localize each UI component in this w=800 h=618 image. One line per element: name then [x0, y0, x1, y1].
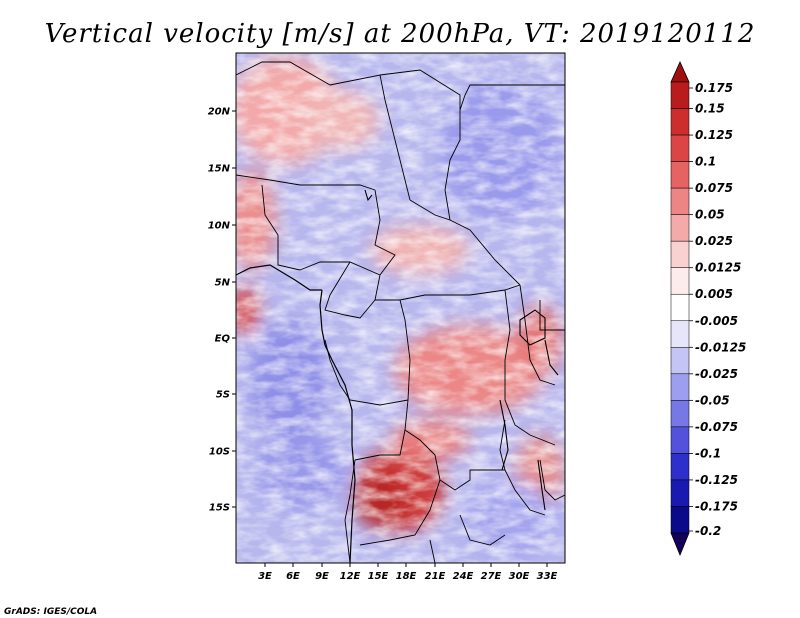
x-tick-label: 33E [537, 571, 558, 582]
x-tick-label: 30E [509, 571, 530, 582]
colorbar-top-arrow [670, 61, 690, 83]
country-borders [236, 61, 565, 563]
colorbar-label: 0.1 [695, 155, 716, 169]
x-tick-label: 18E [396, 571, 417, 582]
colorbar-label: -0.0125 [695, 340, 746, 354]
y-tick-label: 15N [208, 164, 231, 175]
colorbar-swatch [670, 506, 690, 534]
colorbar-swatch [670, 347, 690, 375]
coastline [236, 264, 356, 563]
colorbar: 0.175 0.15 0.125 0.1 0.075 0.05 0.025 0.0125 0.0… [670, 61, 746, 557]
field-texture [236, 53, 565, 563]
y-tick-label: 10S [209, 447, 230, 458]
y-tick-label: 10N [208, 221, 231, 232]
y-tick-label: 20N [208, 107, 231, 118]
x-tick-label: 12E [340, 571, 361, 582]
colorbar-swatch [670, 479, 690, 507]
colorbar-label: 0.075 [695, 181, 733, 195]
x-tick-label: 15E [368, 571, 389, 582]
colorbar-label: 0.05 [695, 208, 725, 222]
map-frame [235, 52, 566, 564]
colorbar-bottom-arrow [670, 532, 690, 557]
credit-label: GrADS: IGES/COLA [4, 607, 97, 617]
colorbar-label: 0.15 [695, 102, 725, 116]
x-tick-label: 9E [315, 571, 329, 582]
colorbar-label: 0.125 [695, 128, 733, 142]
colorbar-swatch [670, 426, 690, 454]
lakes [364, 189, 559, 511]
colorbar-swatch [670, 453, 690, 481]
x-tick-label: 21E [425, 571, 446, 582]
colorbar-label: -0.05 [695, 393, 730, 407]
colorbar-label: 0.005 [695, 287, 733, 301]
colorbar-swatch [670, 214, 690, 242]
colorbar-swatch [670, 161, 690, 189]
y-tick-label: 5N [215, 278, 231, 289]
colorbar-label: -0.075 [695, 420, 738, 434]
colorbar-label: 0.175 [695, 81, 733, 95]
x-tick-label: 3E [258, 571, 272, 582]
y-tick-label: 5S [216, 390, 230, 401]
colorbar-label: -0.1 [695, 446, 721, 460]
colorbar-swatch [670, 400, 690, 428]
colorbar-swatch [670, 267, 690, 295]
map-panel: 3E 6E 9E 12E 15E 18E 21E 24E 27E 30E 33E 20N 15N 10N 5… [208, 52, 566, 583]
axis-ticks: 3E 6E 9E 12E 15E 18E 21E 24E 27E 30E 33E 20N 15N 10N 5… [208, 107, 558, 583]
colorbar-swatch [670, 320, 690, 348]
colorbar-swatch [670, 108, 690, 136]
colorbar-label: 0.0125 [695, 261, 741, 275]
colorbar-swatch [670, 134, 690, 162]
x-tick-label: 27E [481, 571, 502, 582]
y-tick-label: EQ [215, 334, 231, 345]
y-tick-label: 15S [209, 503, 230, 514]
x-tick-label: 6E [286, 571, 300, 582]
colorbar-label: -0.2 [695, 524, 721, 538]
colorbar-label: -0.025 [695, 367, 738, 381]
colorbar-swatch [670, 187, 690, 215]
colorbar-label: -0.005 [695, 314, 738, 328]
colorbar-label: -0.125 [695, 473, 738, 487]
x-tick-label: 24E [453, 571, 474, 582]
colorbar-swatch [670, 240, 690, 268]
colorbar-label: -0.175 [695, 499, 738, 513]
colorbar-swatch [670, 293, 690, 322]
colorbar-swatch [670, 81, 690, 109]
colorbar-label: 0.025 [695, 234, 733, 248]
colorbar-swatch [670, 373, 690, 401]
chart-title: Vertical velocity [m/s] at 200hPa, VT: 2… [45, 19, 756, 49]
